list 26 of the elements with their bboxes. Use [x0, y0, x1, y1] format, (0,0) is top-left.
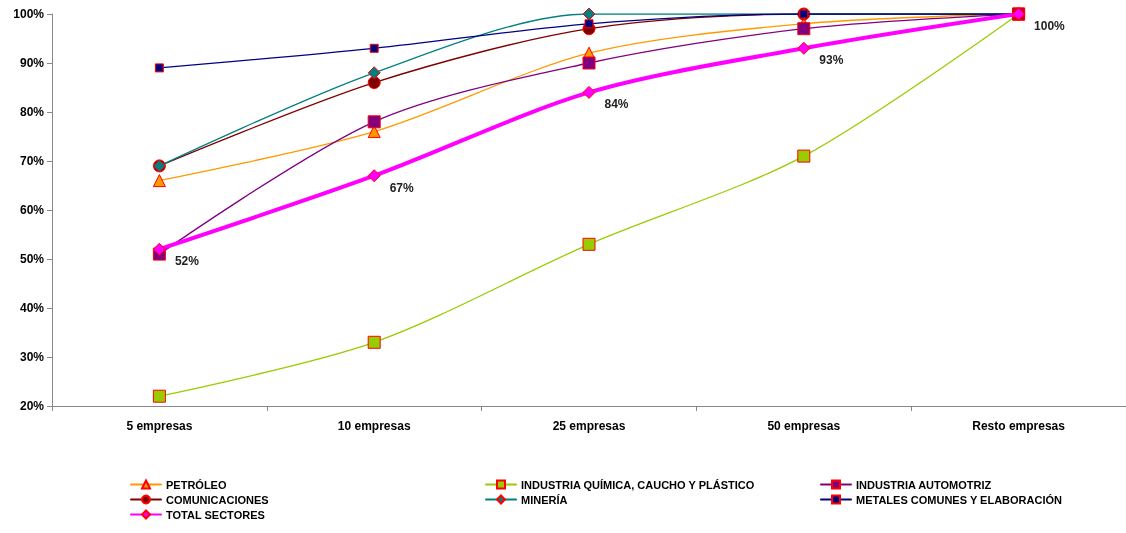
y-tick-label: 40% [19, 301, 45, 315]
y-tick-label: 60% [19, 203, 45, 217]
x-tick-label: 10 empresas [337, 419, 411, 433]
data-label: 67% [389, 180, 415, 195]
x-tick-label: Resto empresas [972, 419, 1066, 433]
x-tick-label: 5 empresas [126, 419, 193, 433]
legend-label: COMUNICACIONES [166, 493, 269, 506]
data-label: 52% [174, 254, 200, 269]
legend-label: INDUSTRIA QUÍMICA, CAUCHO Y PLÁSTICO [521, 478, 755, 491]
y-tick-label: 20% [19, 399, 45, 413]
legend-label: METALES COMUNES Y ELABORACIÓN [856, 493, 1063, 506]
legend-label: MINERÍA [521, 493, 568, 506]
y-tick-label: 70% [19, 154, 45, 168]
legend-label: INDUSTRIA AUTOMOTRIZ [856, 478, 992, 491]
x-tick-label: 50 empresas [767, 419, 841, 433]
data-label: 93% [819, 53, 844, 68]
y-tick-label: 80% [19, 105, 45, 119]
y-tick-label: 100% [13, 7, 45, 21]
y-tick-label: 30% [19, 350, 45, 364]
data-label: 84% [604, 97, 629, 112]
data-label: 100% [1034, 19, 1066, 33]
legend-label: TOTAL SECTORES [166, 508, 265, 521]
legend-label: PETRÓLEO [166, 478, 227, 491]
y-tick-label: 50% [19, 252, 45, 266]
y-tick-label: 90% [19, 56, 45, 70]
x-tick-label: 25 empresas [552, 419, 626, 433]
